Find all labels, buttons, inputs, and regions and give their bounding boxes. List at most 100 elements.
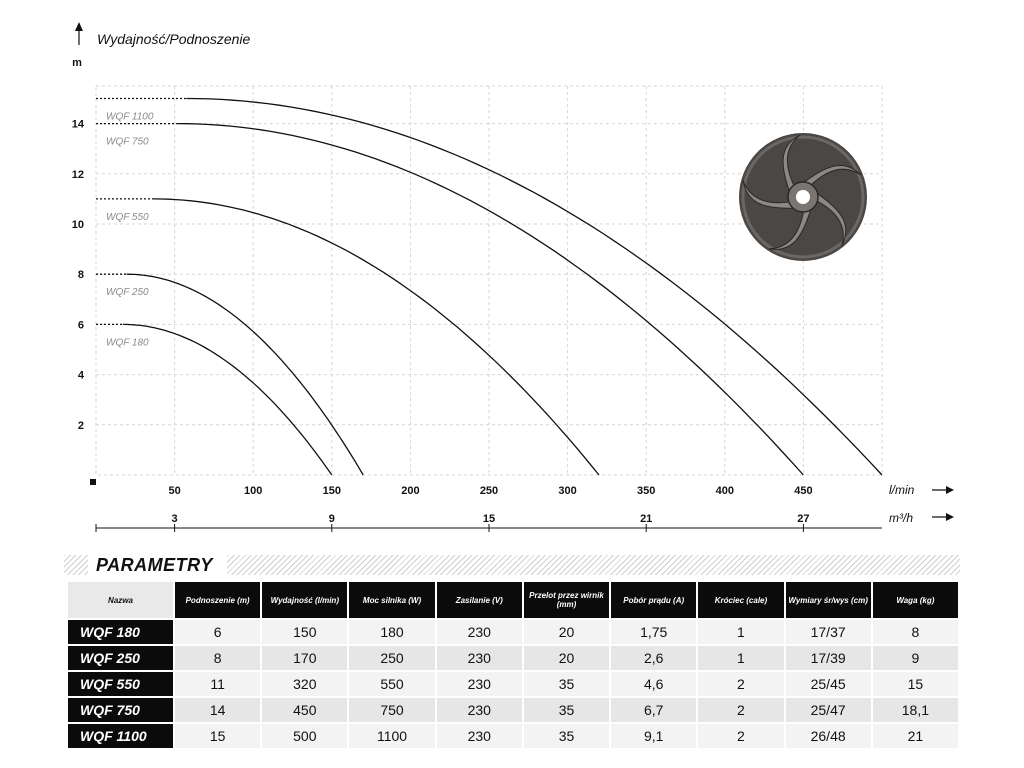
x-tick-label-lmin: 50 — [168, 485, 180, 497]
x-tick-labels: 50 100 150 200 250 300 350 400 450 3 9 15 21 27 — [95, 485, 813, 532]
y-axis-title: Wydajność/Podnoszenie — [97, 31, 251, 47]
x-unit-secondary: m³/h — [889, 511, 913, 525]
header-cell: Króciec (cale) — [698, 582, 784, 618]
table-cell: 9 — [872, 646, 958, 670]
model-name-cell: WQF 750 — [68, 698, 173, 722]
table-cell: 14 — [175, 698, 261, 722]
chart-axes — [75, 22, 882, 529]
table-cell: 18,1 — [872, 698, 958, 722]
table-row: WQF 750 14 450 750 230 35 6,7 2 25/47 18,1 — [68, 698, 958, 722]
table-cell: 17/39 — [785, 646, 871, 670]
table-cell: 750 — [349, 698, 435, 722]
origin-marker — [90, 479, 96, 485]
x-tick-label-m3h: 3 — [172, 513, 178, 525]
header-cell: Podnoszenie (m) — [175, 582, 261, 618]
x-unit-primary: l/min — [889, 483, 915, 497]
x-tick-label-lmin: 100 — [244, 485, 262, 497]
table-cell: 15 — [872, 672, 958, 696]
table-cell: 4,6 — [611, 672, 697, 696]
table-cell: 1,75 — [611, 620, 697, 644]
y-tick-label: 2 — [78, 420, 84, 432]
table-cell: 35 — [523, 724, 610, 748]
series-label: WQF 180 — [106, 337, 149, 348]
x-tick-label-lmin: 250 — [480, 485, 498, 497]
section-title: PARAMETRY — [88, 555, 227, 575]
pump-curve-chart: Wydajność/Podnoszenie m 2 4 6 8 10 12 14 50 100… — [72, 22, 954, 532]
section-divider — [64, 555, 960, 575]
table-cell: 450 — [262, 698, 348, 722]
table-cell: 8 — [175, 646, 261, 670]
header-cell: Przelot przez wirnik (mm) — [523, 582, 610, 618]
table-cell: 320 — [262, 672, 348, 696]
series-labels: WQF 1100 WQF 750 WQF 550 WQF 250 WQF 180 — [106, 112, 154, 349]
curve-wqf-550 — [153, 198, 600, 476]
table-row: WQF 1100 15 500 1100 230 35 9,1 2 26/48 21 — [68, 724, 958, 748]
table-cell: 170 — [262, 646, 348, 670]
table-cell: 8 — [872, 620, 958, 644]
table-cell: 21 — [872, 724, 958, 748]
table-cell: 1 — [698, 620, 784, 644]
table-cell: 11 — [175, 672, 261, 696]
table-cell: 15 — [175, 724, 261, 748]
y-tick-label: 12 — [72, 169, 84, 181]
x-tick-label-lmin: 400 — [716, 485, 734, 497]
table-row: WQF 180 6 150 180 230 20 1,75 1 17/37 8 — [68, 620, 958, 644]
table-cell: 250 — [349, 646, 435, 670]
header-cell: Moc silnika (W) — [349, 582, 435, 618]
series-label: WQF 750 — [106, 137, 149, 148]
arrow-right-icon — [932, 486, 954, 494]
table-cell: 550 — [349, 672, 435, 696]
y-tick-label: 6 — [78, 319, 84, 331]
table-cell: 500 — [262, 724, 348, 748]
y-axis-arrow-icon — [75, 22, 83, 31]
y-tick-label: 14 — [72, 119, 85, 131]
table-cell: 9,1 — [611, 724, 697, 748]
y-tick-labels: 2 4 6 8 10 12 14 — [72, 119, 85, 432]
table-cell: 17/37 — [785, 620, 871, 644]
curve-series — [96, 97, 883, 476]
header-cell: Wydajność (l/min) — [262, 582, 348, 618]
y-tick-label: 8 — [78, 269, 84, 281]
table-cell: 230 — [436, 698, 522, 722]
arrow-right-icon — [932, 513, 954, 521]
table-row: WQF 550 11 320 550 230 35 4,6 2 25/45 15 — [68, 672, 958, 696]
curve-wqf-180 — [123, 323, 333, 476]
impeller-icon — [739, 133, 867, 261]
y-tick-label: 10 — [72, 219, 84, 231]
curve-wqf-250 — [126, 273, 364, 476]
series-label: WQF 250 — [106, 287, 149, 298]
table-cell: 6,7 — [611, 698, 697, 722]
curve-wqf-1100 — [186, 97, 883, 476]
x-tick-label-lmin: 200 — [401, 485, 419, 497]
x-tick-label-lmin: 150 — [323, 485, 341, 497]
table-cell: 150 — [262, 620, 348, 644]
model-name-cell: WQF 180 — [68, 620, 173, 644]
table-cell: 1100 — [349, 724, 435, 748]
x-tick-label-m3h: 27 — [797, 513, 809, 525]
header-cell: Zasilanie (V) — [436, 582, 522, 618]
parameters-table: Nazwa Podnoszenie (m) Wydajność (l/min) … — [66, 580, 960, 750]
model-name-cell: WQF 1100 — [68, 724, 173, 748]
x-tick-label-lmin: 350 — [637, 485, 655, 497]
table-cell: 25/47 — [785, 698, 871, 722]
table-cell: 26/48 — [785, 724, 871, 748]
x-tick-label-lmin: 450 — [794, 485, 812, 497]
table-cell: 35 — [523, 698, 610, 722]
table-cell: 230 — [436, 724, 522, 748]
table-cell: 2,6 — [611, 646, 697, 670]
header-cell: Nazwa — [68, 582, 173, 618]
table-cell: 25/45 — [785, 672, 871, 696]
header-cell: Waga (kg) — [872, 582, 958, 618]
table-header-row: Nazwa Podnoszenie (m) Wydajność (l/min) … — [68, 582, 958, 618]
table-cell: 2 — [698, 724, 784, 748]
table-cell: 230 — [436, 672, 522, 696]
series-label: WQF 1100 — [106, 112, 154, 123]
model-name-cell: WQF 250 — [68, 646, 173, 670]
x-tick-label-m3h: 15 — [483, 513, 495, 525]
table-cell: 1 — [698, 646, 784, 670]
table-row: WQF 250 8 170 250 230 20 2,6 1 17/39 9 — [68, 646, 958, 670]
chart-grid — [95, 85, 883, 476]
header-cell: Wymiary śr/wys (cm) — [785, 582, 871, 618]
table-cell: 6 — [175, 620, 261, 644]
table-cell: 180 — [349, 620, 435, 644]
